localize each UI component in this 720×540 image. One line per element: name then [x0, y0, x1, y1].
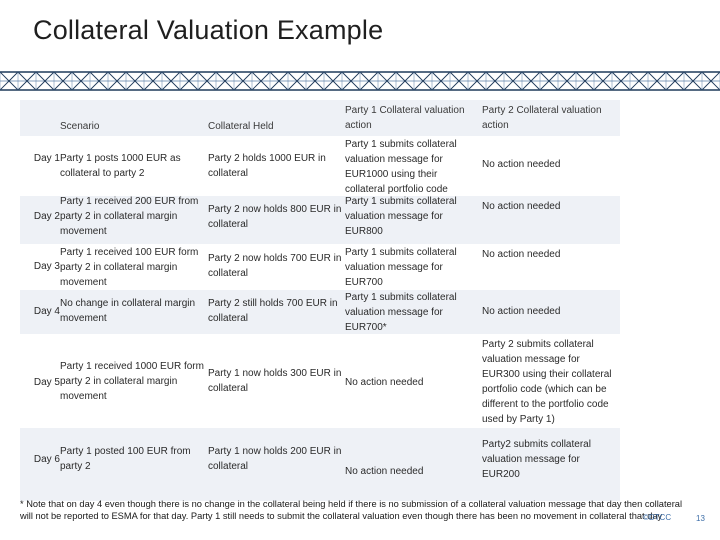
party2-cell: Party 2 submits collateral valuation mes… [482, 339, 612, 425]
scenario-cell: No change in collateral margin movement [60, 298, 196, 324]
scenario-cell: Party 1 posts 1000 EUR as collateral to … [60, 153, 181, 179]
scenario-cell: Party 1 received 1000 EUR form party 2 i… [60, 361, 204, 402]
table-row-day3: Day 3 Party 1 received 100 EUR form part… [20, 245, 620, 290]
collateral-cell: Party 2 still holds 700 EUR in collatera… [208, 298, 338, 324]
collateral-cell: Party 1 now holds 200 EUR in collateral [208, 446, 342, 472]
collateral-cell: Party 2 now holds 800 EUR in collateral [208, 204, 342, 230]
header-party1-action: Party 1 Collateral valuation action [345, 105, 465, 131]
day-label: Day 4 [33, 306, 60, 317]
collateral-cell: Party 2 holds 1000 EUR in collateral [208, 153, 326, 179]
table-header-row: Scenario Collateral Held Party 1 Collate… [20, 100, 620, 137]
day-label: Day 3 [33, 261, 60, 272]
lattice-pattern [0, 71, 720, 91]
table-row-day2: Day 2 Party 1 received 200 EUR from part… [20, 196, 620, 245]
party1-cell: Party 1 submits collateral valuation mes… [345, 247, 457, 288]
collateral-cell: Party 2 now holds 700 EUR in collateral [208, 253, 342, 279]
party1-cell: Party 1 submits collateral valuation mes… [345, 292, 457, 333]
table-row-day5: Day 5 Party 1 received 1000 EUR form par… [20, 335, 620, 428]
scenario-cell: Party 1 posted 100 EUR from party 2 [60, 446, 191, 472]
party1-cell: Party 1 submits collateral valuation mes… [345, 139, 457, 195]
day-label: Day 2 [33, 211, 60, 222]
day-label: Day 5 [33, 377, 60, 388]
party2-cell: No action needed [482, 306, 561, 317]
table-row-day1: Day 1 Party 1 posts 1000 EUR as collater… [20, 137, 620, 196]
party2-cell: No action needed [482, 201, 561, 212]
party1-cell: No action needed [345, 377, 424, 388]
collateral-cell: Party 1 now holds 300 EUR in collateral [208, 368, 342, 394]
party2-cell: Party2 submits collateral valuation mess… [482, 439, 591, 480]
header-collateral-held: Collateral Held [208, 121, 274, 132]
party2-cell: No action needed [482, 249, 561, 260]
table-row-day6: Day 6 Party 1 posted 100 EUR from party … [20, 428, 620, 502]
collateral-table: Scenario Collateral Held Party 1 Collate… [20, 100, 620, 502]
slide-title: Collateral Valuation Example [33, 15, 384, 45]
footnote: * Note that on day 4 even though there i… [20, 499, 683, 521]
scenario-cell: Party 1 received 200 EUR from party 2 in… [60, 196, 199, 237]
header-scenario: Scenario [60, 121, 100, 132]
day-label: Day 6 [33, 454, 60, 465]
header-party2-action: Party 2 Collateral valuation action [482, 105, 602, 131]
page-number: 13 [696, 514, 705, 523]
day-label: Day 1 [33, 153, 60, 164]
dtcc-logo: ©DTCC [643, 513, 672, 522]
party1-cell: No action needed [345, 466, 424, 477]
party2-cell: No action needed [482, 159, 561, 170]
party1-cell: Party 1 submits collateral valuation mes… [345, 196, 457, 237]
decorative-lattice-band [0, 70, 720, 94]
table-row-day4: Day 4 No change in collateral margin mov… [20, 290, 620, 335]
scenario-cell: Party 1 received 100 EUR form party 2 in… [60, 247, 199, 288]
